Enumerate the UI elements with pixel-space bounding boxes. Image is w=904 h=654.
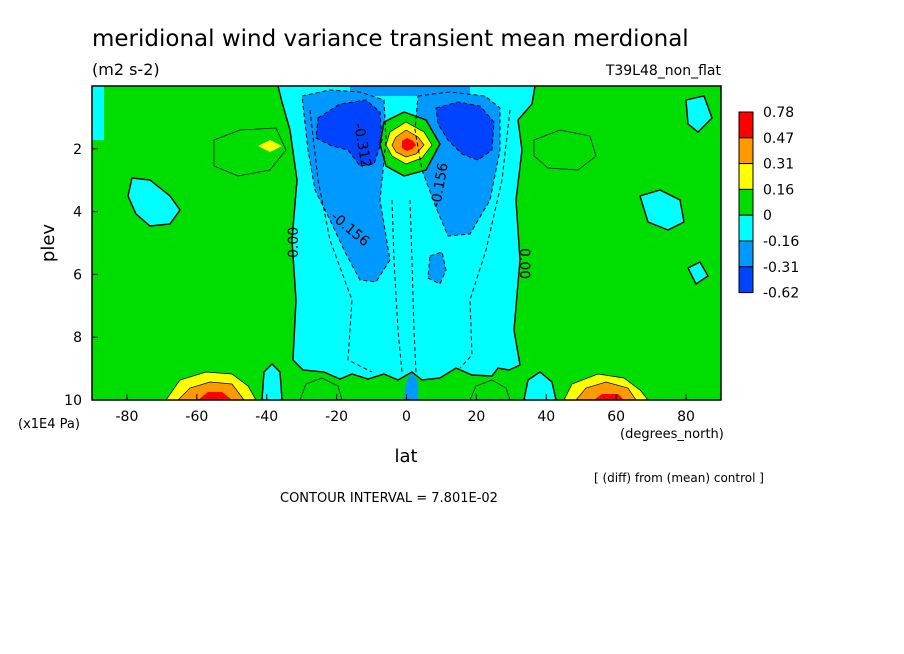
contour-label: 0.00	[286, 227, 302, 258]
x-units-label: (degrees_north)	[620, 427, 724, 442]
south-surface-red	[198, 392, 232, 400]
northeast-cyan-patch	[640, 190, 684, 230]
color-legend: 0.78 0.47 0.31 0.16 0 -0.16 -0.31 -0.62	[738, 105, 799, 302]
legend-swatch	[738, 188, 754, 216]
comparison-label: [ (diff) from (mean) control ]	[594, 471, 764, 485]
legend-level-label: -0.31	[763, 260, 799, 276]
surface-blue-spot	[404, 372, 418, 400]
legend-level-label: 0.31	[763, 157, 794, 173]
legend-swatch	[738, 214, 754, 242]
west-yellow-spot	[258, 140, 282, 152]
plot-area: 0.00 0.00 -0.312 -0.156 -0.156	[92, 86, 721, 400]
legend-swatch	[738, 111, 754, 139]
x-axis-label: lat	[394, 446, 417, 467]
negative-contours	[301, 89, 511, 373]
northeast-top-cyan	[686, 96, 712, 132]
x-tick-label: -40	[255, 409, 278, 425]
legend-swatch	[738, 163, 754, 190]
y-axis: 2 4 6 8 10	[64, 142, 98, 409]
y-axis-label: plev	[38, 224, 59, 263]
experiment-label: T39L48_non_flat	[605, 63, 722, 79]
legend-level-label: 0.47	[763, 131, 794, 147]
y-tick-label: 2	[73, 142, 82, 158]
x-tick-label: 40	[537, 409, 555, 425]
east-deep-blue-core	[436, 102, 494, 160]
y-units-label: (x1E4 Pa)	[18, 417, 80, 432]
y-tick-label: 10	[64, 393, 82, 409]
legend-level-label: 0.78	[763, 105, 794, 121]
y-tick-label: 4	[73, 205, 82, 221]
legend-level-label: 0.16	[763, 182, 794, 198]
contour-interval-label: CONTOUR INTERVAL = 7.801E-02	[280, 491, 498, 506]
legend-swatch	[738, 266, 754, 294]
x-tick-label: 60	[607, 409, 625, 425]
south-surface-orange	[178, 382, 244, 400]
y-tick-label: 6	[73, 267, 82, 283]
small-blue-patch	[428, 252, 446, 284]
legend-level-label: 0	[763, 208, 772, 224]
x-tick-label: -20	[325, 409, 348, 425]
chart-title: meridional wind variance transient mean …	[92, 26, 689, 52]
y-tick-label: 8	[73, 330, 82, 346]
x-tick-label: -80	[116, 409, 139, 425]
positive-contours	[165, 121, 649, 400]
legend-swatch	[738, 240, 754, 268]
west-deep-blue-core	[316, 100, 382, 166]
units-label: (m2 s-2)	[92, 60, 160, 79]
surface-cyan-spot-1	[262, 364, 282, 400]
equatorial-red-core	[402, 138, 416, 151]
legend-level-label: -0.62	[763, 286, 799, 302]
x-tick-label: 80	[677, 409, 695, 425]
x-tick-label: 20	[467, 409, 485, 425]
legend-level-label: -0.16	[763, 234, 799, 250]
top-blue-wisp	[350, 86, 470, 96]
zero-contours	[127, 86, 713, 400]
contour-label: 0.00	[516, 248, 532, 279]
x-axis: -80 -60 -40 -20 0 20 40 60 80	[116, 394, 695, 425]
legend-swatch	[738, 137, 754, 165]
southwest-cyan-patch	[128, 178, 180, 226]
x-tick-label: 0	[402, 409, 411, 425]
x-tick-label: -60	[185, 409, 208, 425]
contour-label: -0.156	[428, 161, 452, 208]
contour-label: -0.312	[350, 122, 374, 169]
